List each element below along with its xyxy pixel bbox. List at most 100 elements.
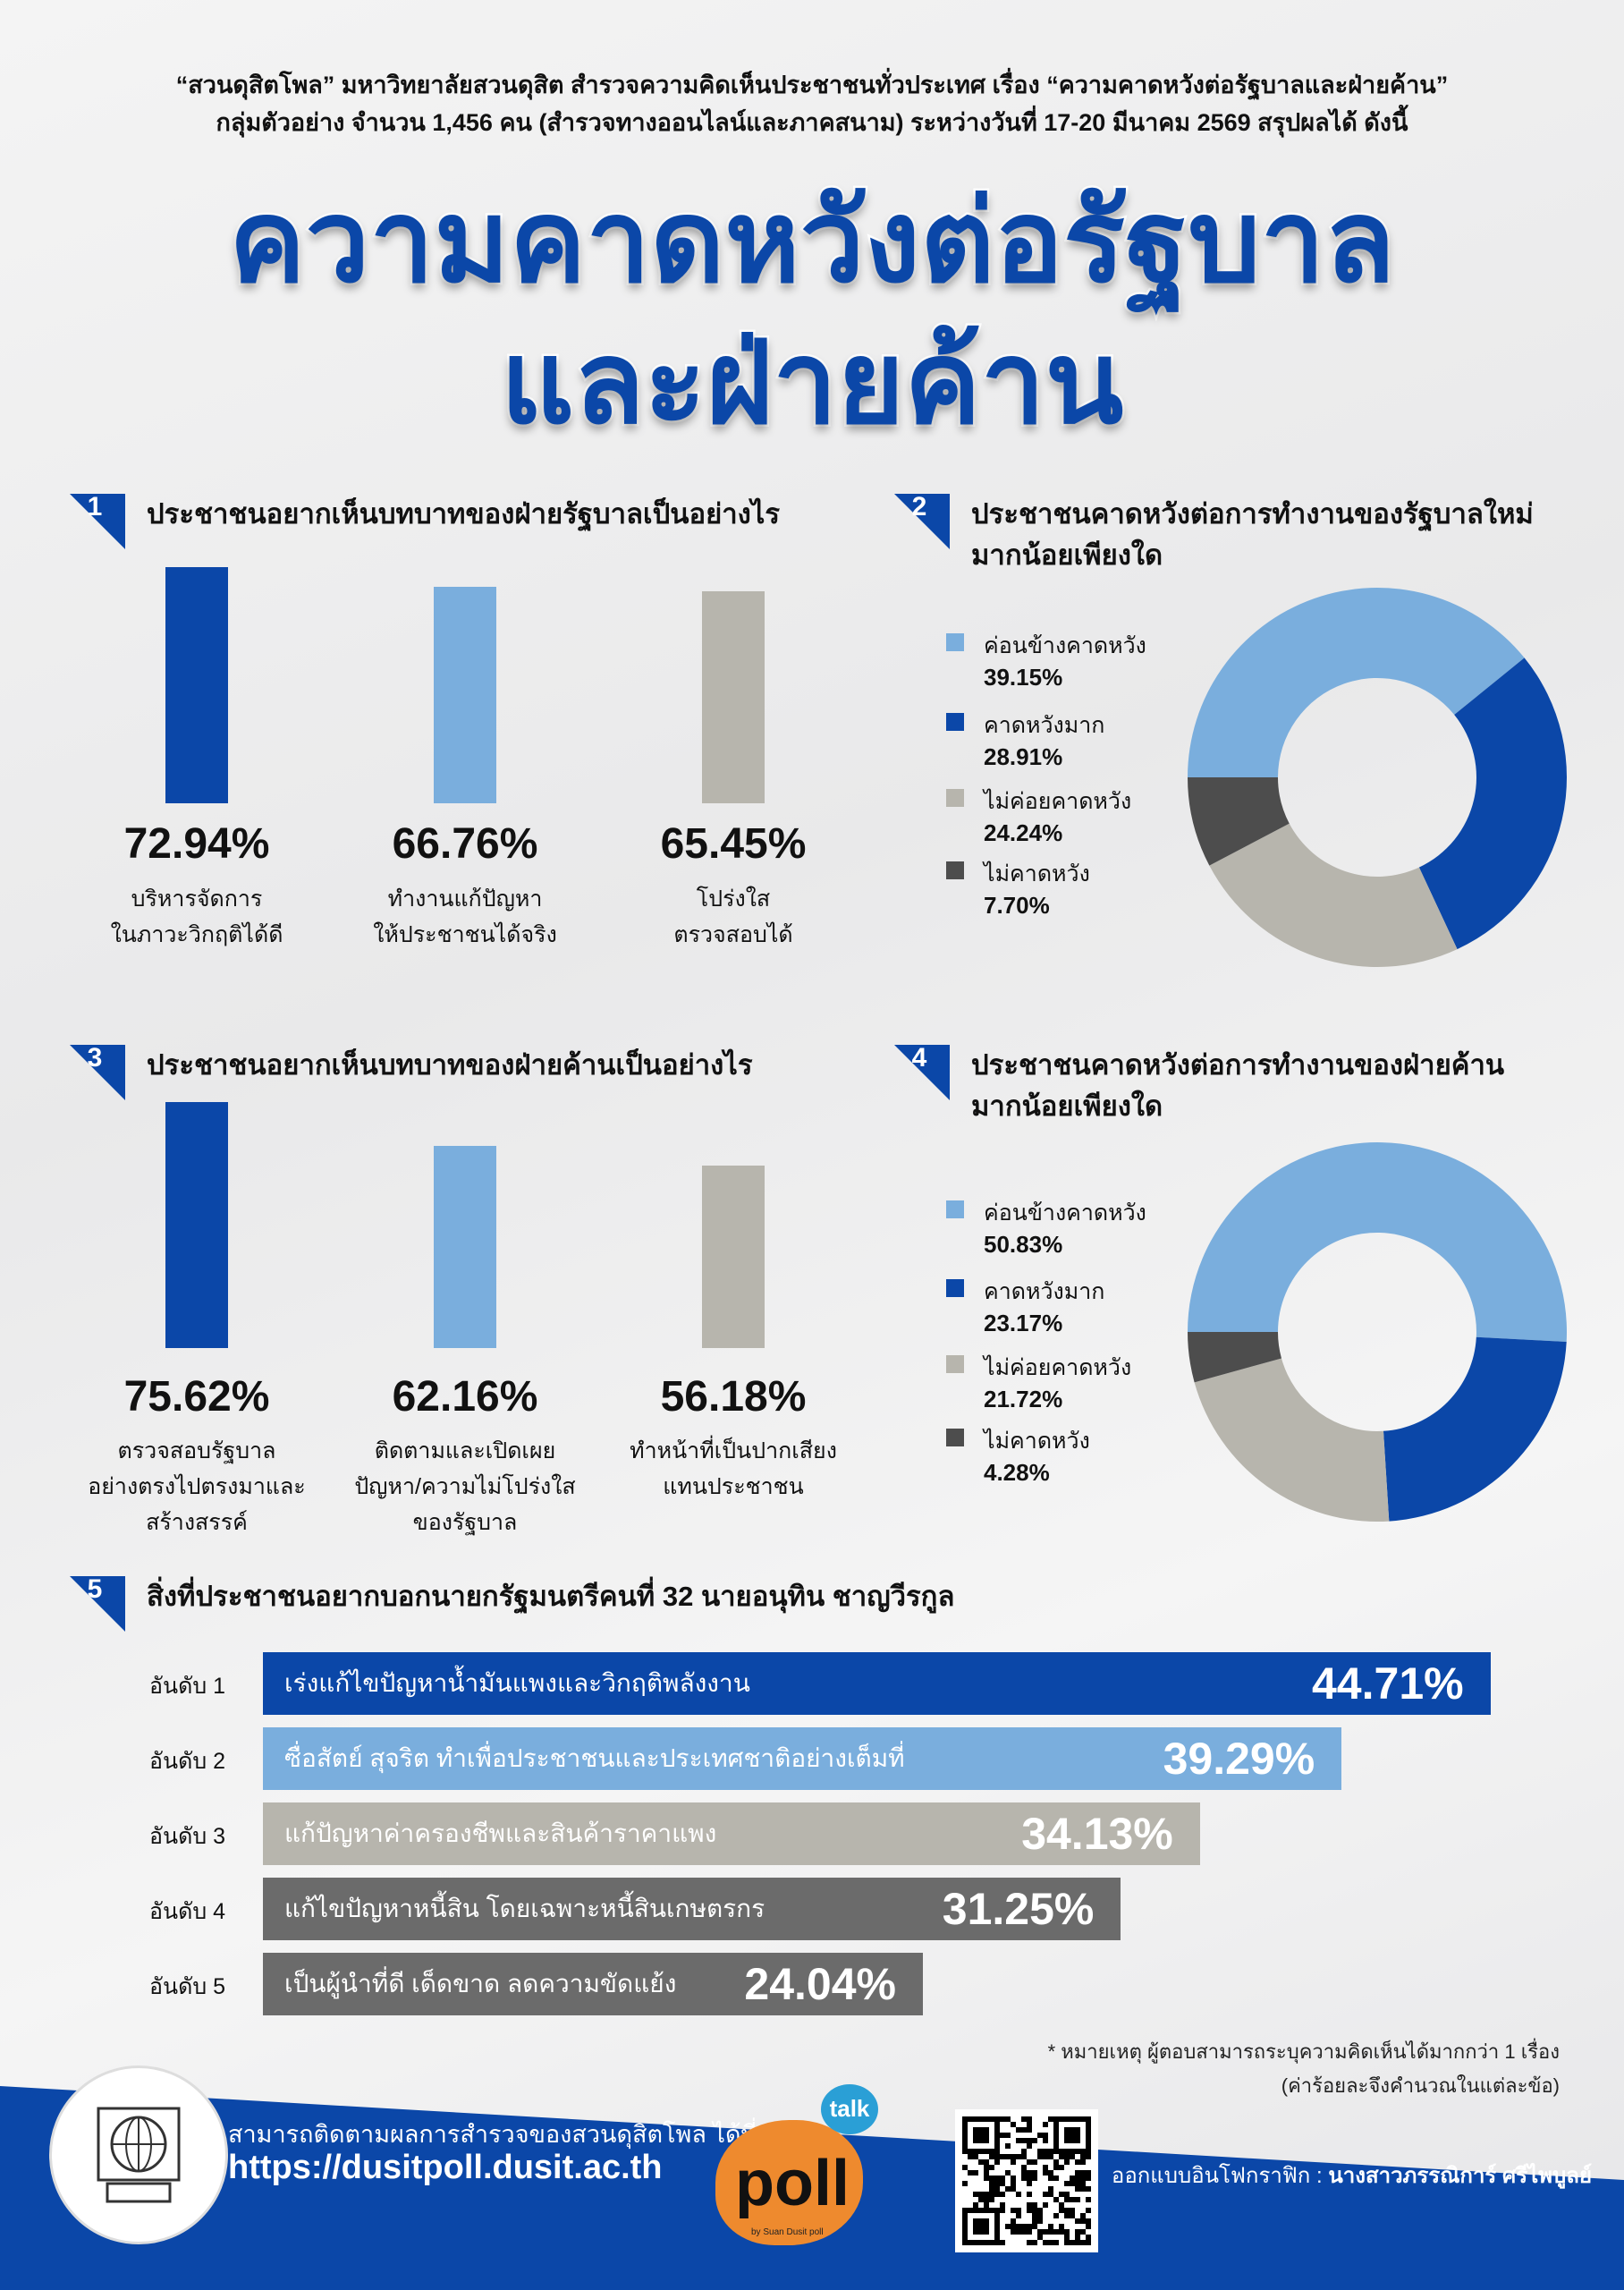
globe-icon	[97, 2107, 181, 2203]
section-number: 5	[87, 1574, 103, 1604]
intro-line: “สวนดุสิตโพล” มหาวิทยาลัยสวนดุสิต สำรวจค…	[175, 72, 1449, 98]
legend-swatch	[946, 861, 964, 879]
footnote: * หมายเหตุ ผู้ตอบสามารถระบุความคิดเห็นได…	[1048, 2035, 1560, 2103]
donut-slice	[1418, 657, 1567, 950]
footnote-line: (ค่าร้อยละจึงคำนวณในแต่ละข้อ)	[1281, 2074, 1560, 2097]
section-number: 2	[911, 492, 927, 522]
bar-category-label: ทำงานแก้ปัญหา ให้ประชาชนได้จริง	[373, 886, 557, 947]
qr-code[interactable]	[955, 2109, 1098, 2252]
section-title: สิ่งที่ประชาชนอยากบอกนายกรัฐมนตรีคนที่ 3…	[147, 1581, 955, 1612]
rank-label: อันดับ 1	[149, 1674, 226, 1699]
legend-value: 23.17%	[984, 1310, 1063, 1336]
legend-label: ค่อนข้างคาดหวัง	[984, 1200, 1146, 1226]
talk-bubble: talk	[821, 2084, 878, 2134]
ranked-bar-value: 31.25%	[942, 1884, 1095, 1934]
donut-slice	[1188, 1142, 1567, 1343]
bar-category-label: โปร่งใส ตรวจสอบได้	[673, 886, 793, 947]
section-number-badge	[894, 1045, 950, 1100]
legend-swatch	[946, 713, 964, 731]
legend-swatch	[946, 633, 964, 651]
legend-value: 24.24%	[984, 819, 1063, 846]
section-title: มากน้อยเพียงใด	[971, 1090, 1163, 1122]
ranked-bar: เป็นผู้นำที่ดี เด็ดขาด ลดความขัดแย้ง 24.0…	[263, 1953, 924, 2015]
bar-category-label: ทำหน้าที่เป็นปากเสียง แทนประชาชน	[630, 1438, 837, 1499]
bar-category-label: ติดตามและเปิดเผย ปัญหา/ความไม่โปร่งใส ขอ…	[354, 1438, 576, 1535]
bar	[702, 591, 765, 803]
legend-label: ไม่คาดหวัง	[984, 1429, 1090, 1454]
qr-pattern	[962, 2116, 1091, 2245]
ranked-bar-label: เป็นผู้นำที่ดี เด็ดขาด ลดความขัดแย้ง	[284, 1970, 677, 1997]
section-number-badge	[70, 1576, 125, 1632]
bar-value-label: 62.16%	[392, 1373, 538, 1421]
rank-label: อันดับ 4	[149, 1899, 226, 1924]
legend-label: คาดหวังมาก	[984, 713, 1105, 738]
section-number-badge	[70, 1045, 125, 1100]
donut-chart	[1188, 587, 1567, 967]
bar	[165, 1101, 228, 1348]
page-title-line-2: และฝ่ายค้าน	[498, 318, 1126, 450]
bar	[434, 1145, 496, 1348]
section-number-badge	[70, 494, 125, 549]
ranked-bar: แก้ไขปัญหาหนี้สิน โดยเฉพาะหนี้สินเกษตรกร…	[263, 1878, 1121, 1940]
donut-slice	[1188, 1332, 1281, 1383]
section-number: 4	[911, 1043, 927, 1073]
bar-value-label: 72.94%	[123, 820, 270, 868]
ranked-bar-label: เร่งแก้ไขปัญหาน้ำมันแพงและวิกฤติพลังงาน	[284, 1669, 750, 1697]
section-number: 3	[87, 1043, 103, 1073]
legend-label: ไม่ค่อยคาดหวัง	[984, 1355, 1132, 1380]
rank-label: อันดับ 2	[149, 1749, 226, 1774]
section-number-badge	[894, 494, 950, 549]
legend-value: 4.28%	[984, 1459, 1050, 1486]
section-title: มากน้อยเพียงใด	[971, 539, 1163, 571]
ranked-bar-value: 34.13%	[1021, 1809, 1173, 1859]
ranked-bar: เร่งแก้ไขปัญหาน้ำมันแพงและวิกฤติพลังงาน 4…	[263, 1652, 1491, 1715]
donut-slice	[1188, 777, 1290, 866]
donut-slice	[1383, 1336, 1567, 1522]
poll-byline: by Suan Dusit poll	[751, 2227, 824, 2237]
intro-line: กลุ่มตัวอย่าง จำนวน 1,456 คน (สำรวจทางออ…	[216, 109, 1408, 136]
donut-slice	[1188, 587, 1525, 777]
legend-swatch	[946, 789, 964, 807]
donut-chart	[1188, 1142, 1567, 1522]
ranked-bar: ซื่อสัตย์ สุจริต ทำเพื่อประชาชนและประเทศ…	[263, 1727, 1342, 1790]
legend-swatch	[946, 1200, 964, 1218]
intro-text: “สวนดุสิตโพล” มหาวิทยาลัยสวนดุสิต สำรวจค…	[0, 66, 1624, 141]
ranked-bar: แก้ปัญหาค่าครองชีพและสินค้าราคาแพง 34.13%	[263, 1802, 1200, 1865]
legend-label: ไม่ค่อยคาดหวัง	[984, 789, 1132, 814]
university-logo	[49, 2065, 228, 2244]
legend-value: 7.70%	[984, 892, 1050, 919]
designer-name: นางสาวภรรณิการ์ ศรีไพบูลย์	[1328, 2164, 1592, 2188]
poll-talk-logo: talk poll by Suan Dusit poll	[715, 2084, 878, 2250]
bar-category-label: บริหารจัดการ ในภาวะวิกฤติได้ดี	[110, 886, 283, 947]
legend-value: 28.91%	[984, 743, 1063, 770]
page-title: ความคาดหวังต่อรัฐบาล	[226, 176, 1397, 309]
rank-label: อันดับ 3	[149, 1824, 226, 1849]
designer-label: ออกแบบอินโฟกราฟิก :	[1111, 2164, 1323, 2188]
ranked-bar-label: แก้ปัญหาค่าครองชีพและสินค้าราคาแพง	[284, 1819, 717, 1847]
bar	[434, 587, 496, 803]
designer-credit: ออกแบบอินโฟกราฟิก : นางสาวภรรณิการ์ ศรีไ…	[1112, 2158, 1592, 2192]
ranked-bar-label: ซื่อสัตย์ สุจริต ทำเพื่อประชาชนและประเทศ…	[284, 1744, 905, 1772]
ranked-bar-value: 44.71%	[1312, 1658, 1464, 1709]
donut-slice	[1209, 823, 1458, 967]
ranked-bar-label: แก้ไขปัญหาหนี้สิน โดยเฉพาะหนี้สินเกษตรกร	[284, 1895, 765, 1922]
legend-value: 39.15%	[984, 664, 1063, 691]
legend-value: 50.83%	[984, 1231, 1063, 1258]
ranked-bar-value: 39.29%	[1163, 1734, 1315, 1784]
section-number: 1	[87, 492, 103, 522]
section-title: ประชาชนอยากเห็นบทบาทของฝ่ายรัฐบาลเป็นอย่…	[147, 498, 781, 530]
bar	[165, 566, 228, 803]
rank-label: อันดับ 5	[149, 1974, 226, 1999]
bar	[702, 1165, 765, 1348]
website-link[interactable]: https://dusitpoll.dusit.ac.th	[228, 2149, 663, 2186]
bar-category-label: ตรวจสอบรัฐบาล อย่างตรงไปตรงมาและ สร้างสร…	[88, 1438, 306, 1535]
legend-swatch	[946, 1279, 964, 1297]
poll-wordmark: poll	[735, 2148, 850, 2219]
bar-value-label: 66.76%	[392, 820, 538, 868]
legend-label: ค่อนข้างคาดหวัง	[984, 633, 1146, 658]
section-title: ประชาชนคาดหวังต่อการทำงานของรัฐบาลใหม่	[971, 498, 1534, 530]
legend-value: 21.72%	[984, 1386, 1063, 1412]
legend-swatch	[946, 1355, 964, 1373]
bar-value-label: 56.18%	[660, 1373, 807, 1421]
